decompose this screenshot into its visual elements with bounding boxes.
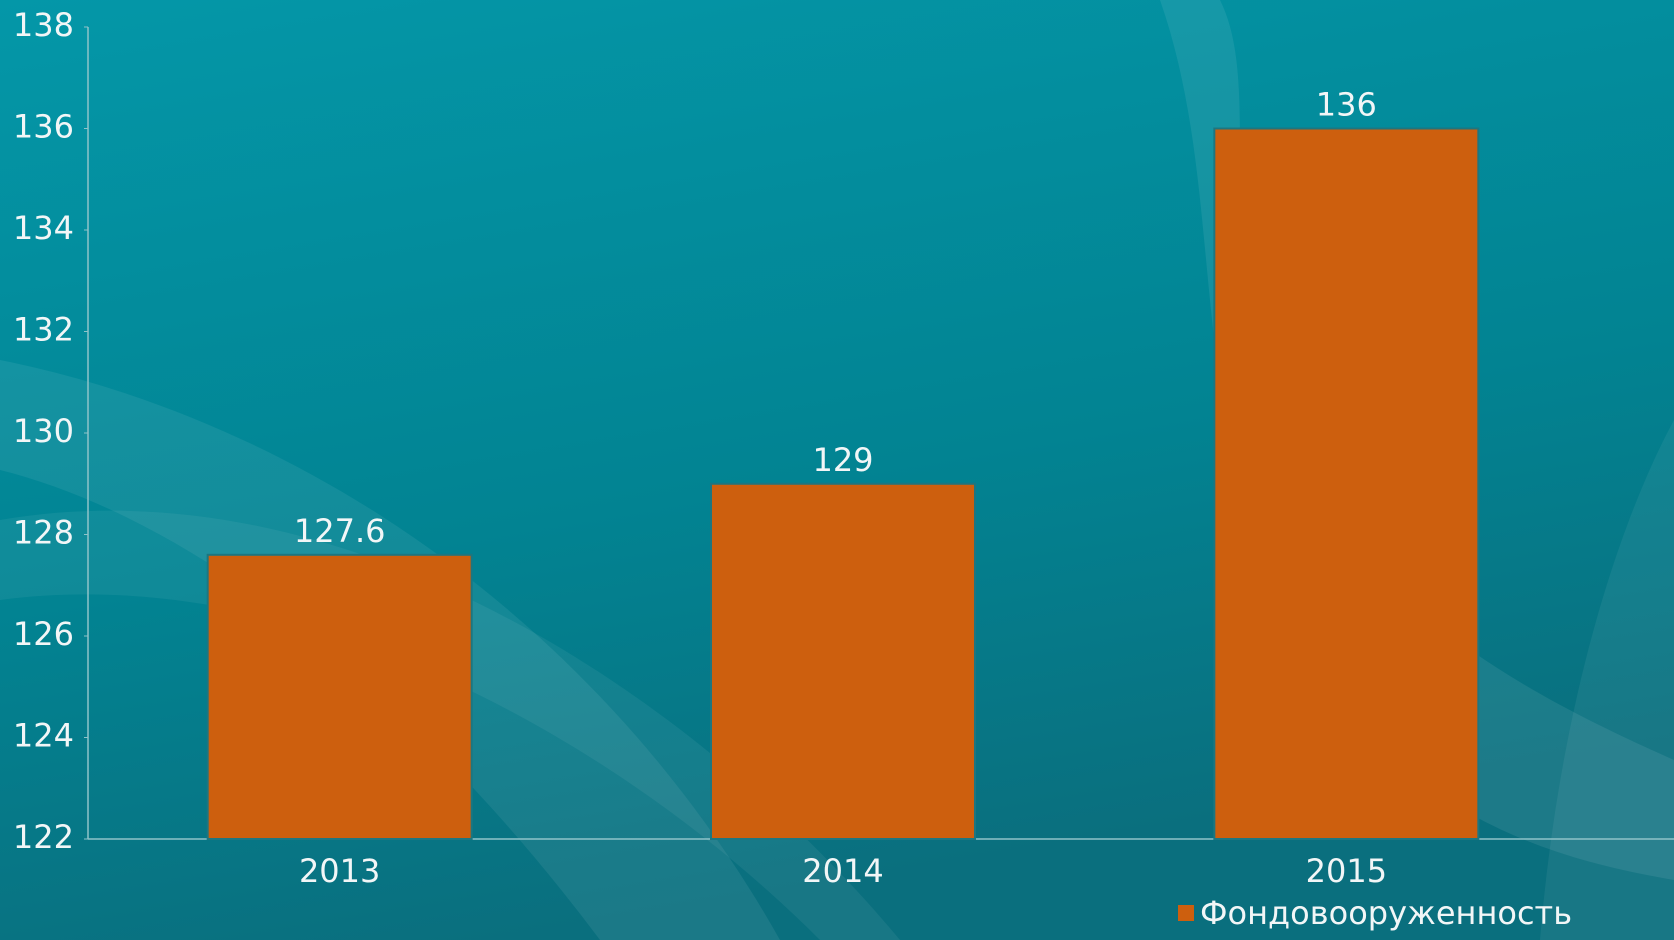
- y-tick-label: 128: [13, 514, 74, 552]
- x-tick-label: 2013: [299, 852, 380, 890]
- y-tick-label: 122: [13, 818, 74, 856]
- bar: [208, 555, 472, 839]
- y-tick-label: 134: [13, 209, 74, 247]
- y-tick-label: 130: [13, 412, 74, 450]
- chart: 122 124 126 128 130 132 134 136 138 2013 127.6 2014…: [0, 0, 1674, 940]
- y-tick-label: 132: [13, 311, 74, 349]
- x-tick-label: 2015: [1306, 852, 1387, 890]
- y-tick-label: 138: [13, 6, 74, 44]
- bar: [711, 484, 975, 839]
- bar: [1214, 129, 1478, 840]
- data-label: 127.6: [294, 512, 386, 550]
- data-label: 136: [1316, 86, 1377, 124]
- x-tick-label: 2014: [802, 852, 883, 890]
- y-tick-label: 126: [13, 615, 74, 653]
- y-tick-label: 136: [13, 108, 74, 146]
- y-tick-label: 124: [13, 717, 74, 755]
- legend-label: Фондовооруженность: [1200, 894, 1572, 932]
- legend-swatch: [1178, 905, 1194, 921]
- data-label: 129: [812, 441, 873, 479]
